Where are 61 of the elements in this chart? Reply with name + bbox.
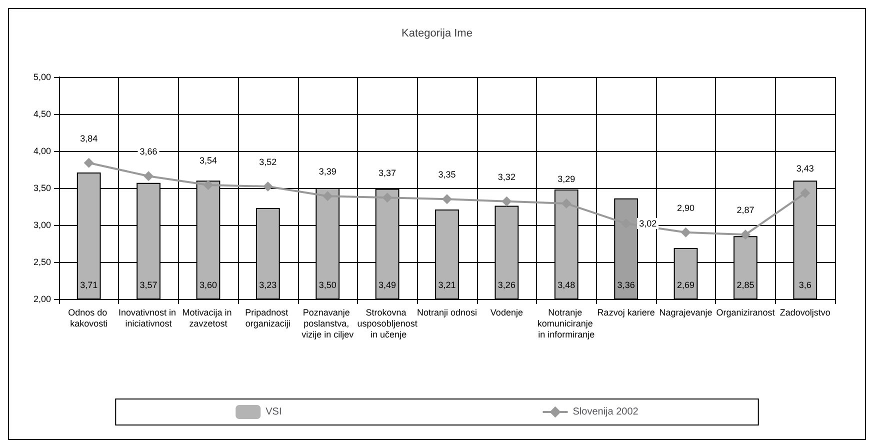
x-tick-label: Poznavanje poslanstva, vizije in ciljev (302, 308, 354, 340)
data-label: 3,37 (378, 168, 396, 178)
x-tick-label: Notranji odnosi (416, 308, 478, 318)
data-label: 3,32 (498, 172, 516, 182)
point (203, 180, 214, 190)
data-label: 3,29 (558, 174, 576, 184)
point (740, 230, 750, 240)
data-label: 3,48 (558, 280, 576, 290)
x-tick-label: Inovativnost in iniciativnost (118, 308, 179, 328)
data-label: 3,23 (259, 280, 277, 290)
point (502, 196, 512, 206)
point (442, 194, 452, 204)
point (382, 192, 392, 203)
data-label: 3,6 (798, 280, 812, 290)
data-label: 3,66 (140, 146, 158, 157)
data-label: 3,43 (796, 164, 814, 174)
legend-label: VSI (266, 406, 282, 418)
x-tick-label: Motivacija in zavzetost (182, 308, 234, 328)
data-label: 3,26 (498, 280, 516, 290)
y-tick-label: 4,00 (33, 146, 51, 156)
data-label: 2,85 (736, 280, 754, 290)
y-tick-label: 4,50 (33, 109, 51, 119)
data-label: 3,71 (80, 280, 98, 290)
x-tick-label: Vodenje (490, 308, 523, 318)
y-tick-label: 2,50 (33, 257, 51, 267)
data-label: 3,21 (438, 280, 456, 290)
data-label: 3,60 (199, 280, 217, 290)
data-label: 2,90 (677, 202, 695, 213)
point (322, 191, 333, 202)
data-label: 3,39 (318, 166, 336, 177)
legend-label: Slovenija 2002 (572, 406, 639, 418)
point (561, 198, 572, 209)
data-label: 3,35 (438, 170, 456, 180)
x-tick-label: Pripadnost organizaciji (245, 308, 291, 328)
data-label: 2,69 (677, 280, 695, 290)
point (800, 188, 810, 198)
data-label: 3,02 (639, 218, 657, 229)
data-label: 3,52 (259, 157, 277, 168)
data-label: 2,87 (736, 205, 754, 216)
point (144, 171, 154, 182)
x-tick-label: Odnos do kakovosti (68, 308, 110, 328)
y-tick-label: 3,00 (33, 220, 51, 230)
point (680, 227, 691, 238)
data-label: 3,50 (318, 280, 336, 290)
point (84, 158, 94, 168)
data-label: 3,84 (80, 133, 98, 144)
x-tick-label: Razvoj kariere (597, 308, 655, 318)
data-label: 3,54 (199, 156, 217, 166)
y-tick-label: 3,50 (33, 183, 51, 193)
chart-title: Kategorija Ime (402, 28, 472, 40)
x-tick-label: Strokovna usposobljenost in učenje (357, 308, 418, 340)
point (262, 182, 273, 192)
x-tick-label: Notranje komuniciranje in informiranje (537, 308, 596, 340)
y-tick-label: 5,00 (33, 72, 51, 82)
data-label: 3,36 (617, 280, 635, 290)
x-tick-label: Zadovoljstvo (780, 308, 830, 318)
data-label: 3,57 (140, 280, 158, 290)
x-tick-label: Nagrajevanje (659, 308, 712, 318)
x-tick-label: Organiziranost (716, 308, 776, 318)
y-tick-label: 2,00 (33, 294, 51, 304)
data-label: 3,49 (378, 280, 396, 290)
